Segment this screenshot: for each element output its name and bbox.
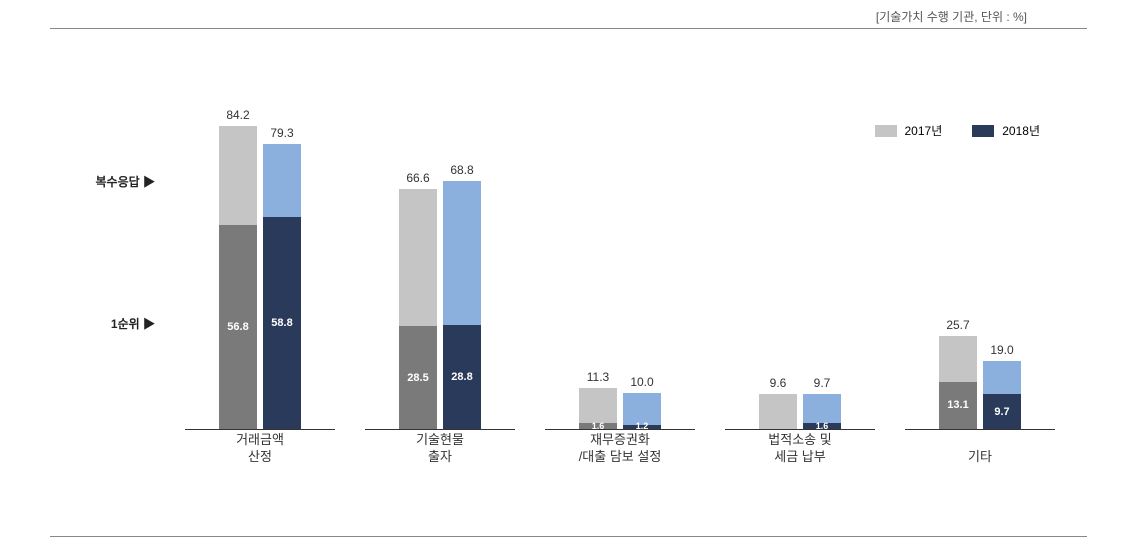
bar-2018-total-label: 10.0 [623, 375, 661, 389]
bar-2017-top [759, 394, 797, 429]
bar-2017-top [579, 388, 617, 423]
bar-2017: 1.611.3 [579, 388, 617, 429]
bar-2018-total-label: 68.8 [443, 163, 481, 177]
bar-2018: 58.879.3 [263, 144, 301, 429]
bar-group: 56.884.258.879.3거래금액산정 [185, 60, 335, 460]
bars-baseline: 28.566.628.868.8 [365, 70, 515, 430]
bar-2018-top [983, 361, 1021, 394]
bars-baseline: 56.884.258.879.3 [185, 70, 335, 430]
category-label: 법적소송 및세금 납부 [725, 432, 875, 466]
bar-2018: 1.69.7 [803, 394, 841, 429]
bar-2017-total-label: 9.6 [759, 376, 797, 390]
bar-2018-total-label: 19.0 [983, 343, 1021, 357]
bar-2017-total-label: 66.6 [399, 171, 437, 185]
bar-2018-bottom: 1.2 [623, 425, 661, 429]
category-label: 거래금액산정 [185, 432, 335, 466]
bar-2017-total-label: 11.3 [579, 370, 617, 384]
bar-group: 13.125.79.719.0기타 [905, 60, 1055, 460]
bar-2018-bottom: 1.6 [803, 423, 841, 429]
bar-2017-bottom: 1.6 [579, 423, 617, 429]
bar-group: 28.566.628.868.8기술현물출자 [365, 60, 515, 460]
bar-2018: 1.210.0 [623, 393, 661, 429]
bar-2017: 13.125.7 [939, 336, 977, 429]
category-label: 기타 [905, 449, 1055, 466]
bars-baseline: 1.611.31.210.0 [545, 70, 695, 430]
category-label: 재무증권화/대출 담보 설정 [545, 432, 695, 466]
legend-swatch-2017 [875, 125, 897, 137]
bar-2017-top [399, 189, 437, 326]
category-label: 기술현물출자 [365, 432, 515, 466]
bar-2018-top [443, 181, 481, 325]
bars-baseline: 13.125.79.719.0 [905, 70, 1055, 430]
bar-2018-top [803, 394, 841, 423]
side-label-multi: 복수응답 ▶ [70, 173, 155, 190]
bar-2018-total-label: 9.7 [803, 376, 841, 390]
bar-2017-top [939, 336, 977, 381]
bottom-rule [50, 536, 1087, 537]
bar-2018-bottom: 28.8 [443, 325, 481, 429]
bar-group: 1.611.31.210.0재무증권화/대출 담보 설정 [545, 60, 695, 460]
bar-2017: 9.6 [759, 394, 797, 429]
bar-2017-bottom: 28.5 [399, 326, 437, 429]
bar-2018: 9.719.0 [983, 361, 1021, 429]
top-rule [50, 28, 1087, 29]
side-label-rank1: 1순위 ▶ [70, 315, 155, 332]
bar-2018: 28.868.8 [443, 181, 481, 429]
chart-area: 2017년 2018년 복수응답 ▶ 1순위 ▶ 56.884.258.879.… [165, 60, 1085, 460]
bar-2018-bottom: 58.8 [263, 217, 301, 429]
bar-2017-bottom: 13.1 [939, 382, 977, 429]
bar-2017: 28.566.6 [399, 189, 437, 429]
bars-baseline: 9.61.69.7 [725, 70, 875, 430]
bar-2018-bottom: 9.7 [983, 394, 1021, 429]
unit-label: [기술가치 수행 기관, 단위 : %] [876, 8, 1027, 25]
bar-2017-total-label: 25.7 [939, 318, 977, 332]
bar-2018-top [623, 393, 661, 425]
bar-2018-top [263, 144, 301, 218]
bar-2017-total-label: 84.2 [219, 108, 257, 122]
bar-group: 9.61.69.7법적소송 및세금 납부 [725, 60, 875, 460]
bar-2018-total-label: 79.3 [263, 126, 301, 140]
bar-2017-top [219, 126, 257, 225]
bar-2017-bottom: 56.8 [219, 225, 257, 429]
bar-2017: 56.884.2 [219, 126, 257, 429]
